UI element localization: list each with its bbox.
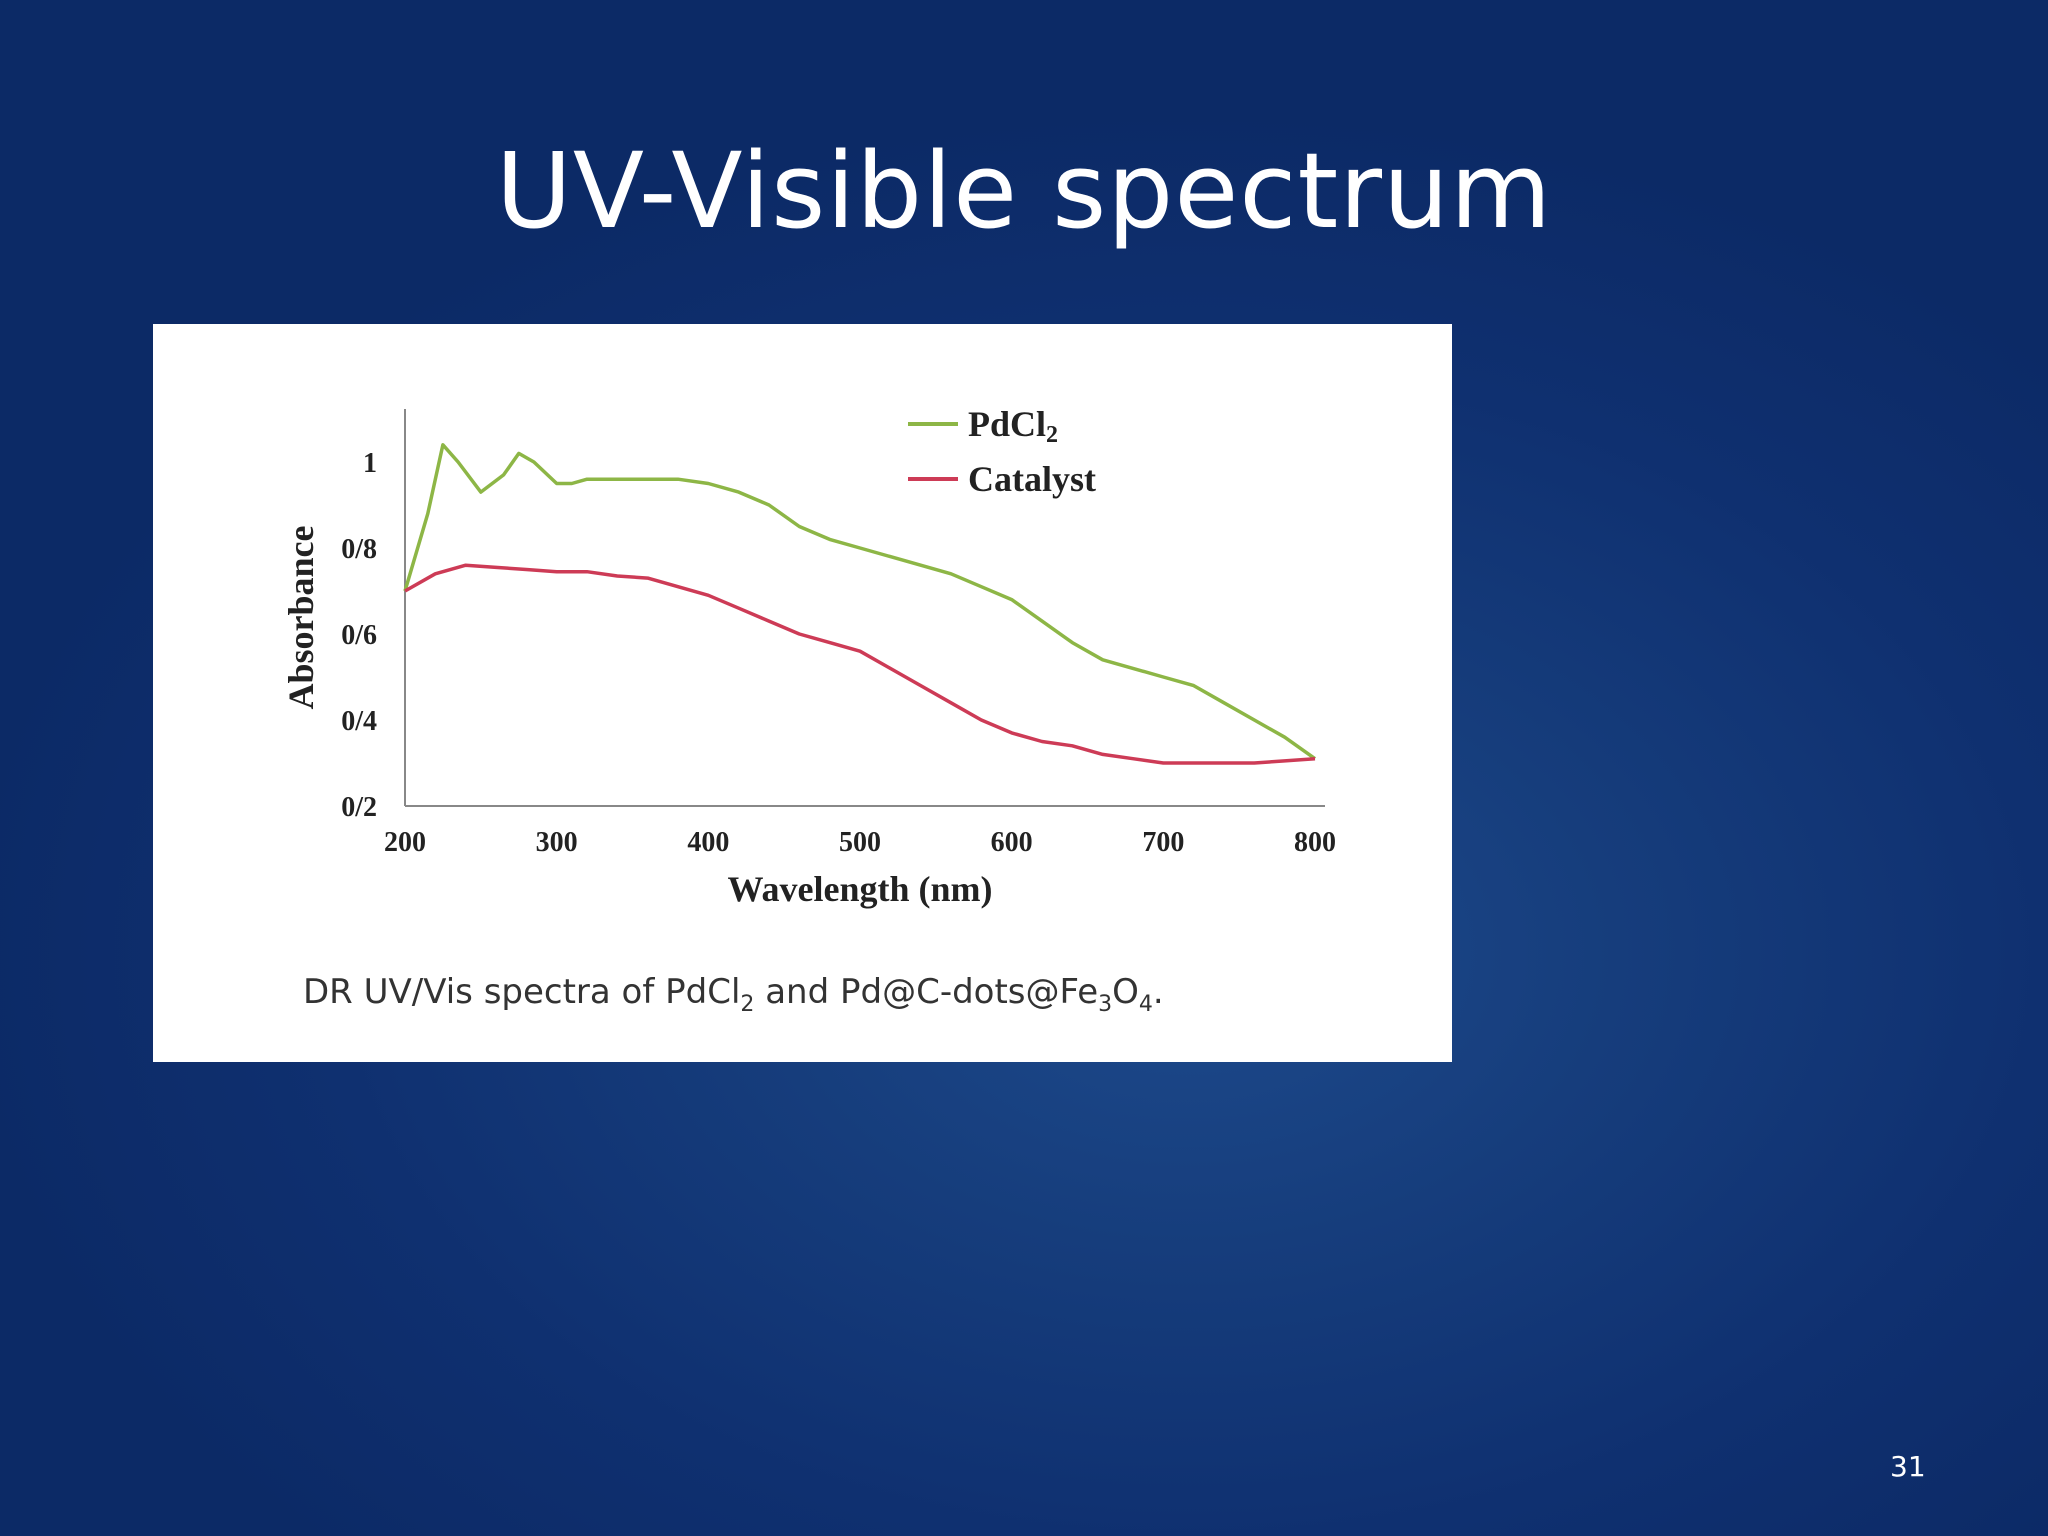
- x-tick-label: 300: [536, 827, 578, 858]
- x-tick-label: 400: [687, 827, 729, 858]
- page-number: 31: [1890, 1450, 1926, 1483]
- legend-label: Catalyst: [968, 459, 1096, 499]
- x-tick-label: 500: [839, 827, 881, 858]
- x-tick-label: 700: [1142, 827, 1184, 858]
- y-tick-label: 1: [363, 448, 377, 479]
- y-axis-title: Absorbance: [281, 525, 321, 709]
- y-tick-label: 0/4: [341, 706, 377, 737]
- x-tick-label: 200: [384, 827, 426, 858]
- y-tick-label: 0/6: [341, 620, 377, 651]
- series-line-pdcl: [403, 443, 1317, 761]
- x-tick-label: 600: [991, 827, 1033, 858]
- y-tick-label: 0/2: [341, 792, 377, 823]
- spectrum-chart: 200 300 400 500 600 700 800 0/2 0/4 0/6 0/8 1 Wavele…: [281, 404, 1336, 909]
- y-tick-label: 0/8: [341, 534, 377, 565]
- figure-caption: DR UV/Vis spectra of PdCl2 and Pd@C-dots…: [303, 972, 1164, 1017]
- slide-title: UV-Visible spectrum: [495, 130, 1553, 252]
- series-line-catalyst: [404, 563, 1316, 765]
- figure-panel: 200 300 400 500 600 700 800 0/2 0/4 0/6 0/8 1 Wavele…: [153, 324, 1452, 1062]
- x-tick-label: 800: [1294, 827, 1336, 858]
- legend-label: PdCl2: [968, 404, 1058, 448]
- x-axis-title: Wavelength (nm): [728, 869, 993, 909]
